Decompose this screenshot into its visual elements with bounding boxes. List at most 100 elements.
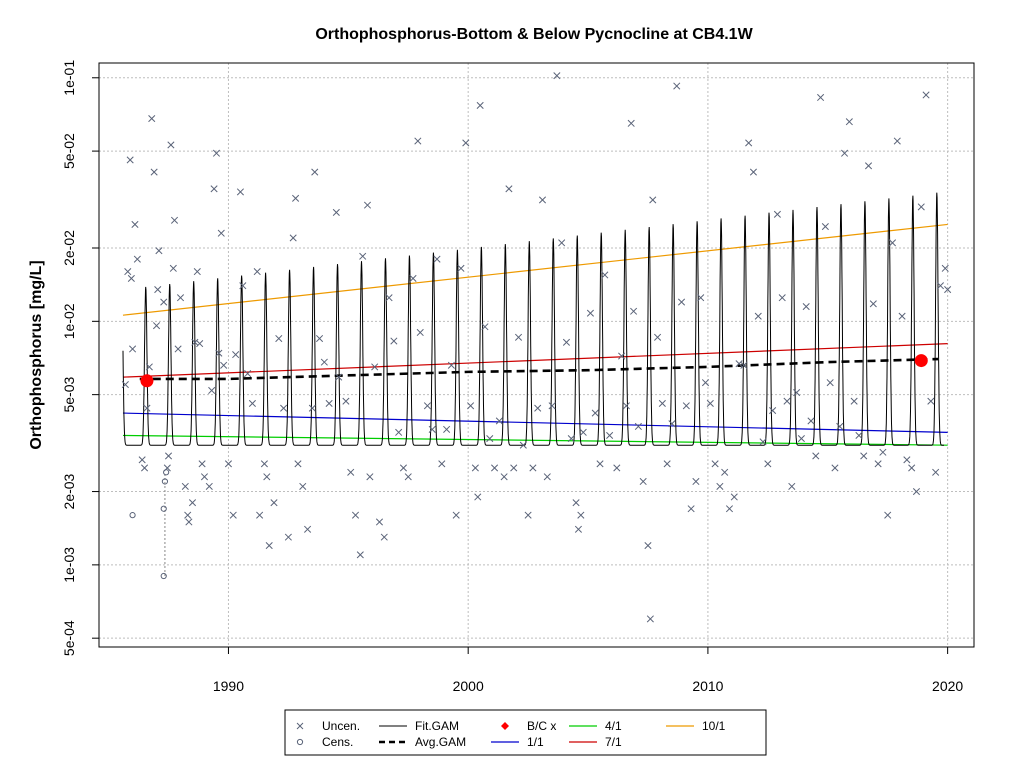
uncensored-point — [208, 386, 216, 395]
uncensored-point-stroke — [414, 137, 422, 145]
uncensored-point — [335, 373, 343, 381]
uncensored-point-stroke — [543, 473, 551, 481]
uncensored-point — [668, 420, 676, 428]
uncensored-point-stroke — [428, 425, 436, 433]
uncensored-point-stroke — [280, 404, 288, 412]
uncensored-point — [294, 460, 302, 468]
uncensored-point-stroke — [944, 286, 952, 294]
y-tick-label: 2e-03 — [61, 473, 77, 509]
uncensored-point — [140, 464, 149, 472]
legend-box — [284, 709, 767, 756]
uncensored-point-stroke — [438, 460, 446, 468]
uncensored-point-stroke — [663, 460, 671, 468]
legend-label: 1/1 — [527, 735, 544, 749]
uncensored-point-stroke — [613, 464, 621, 472]
uncensored-point — [591, 409, 599, 417]
uncensored-point — [567, 435, 575, 443]
uncensored-point — [212, 149, 221, 157]
uncensored-point — [874, 460, 882, 468]
uncensored-point-stroke — [215, 349, 223, 357]
uncensored-point — [893, 137, 901, 145]
uncensored-point — [869, 300, 877, 308]
uncensored-point — [807, 417, 815, 425]
uncensored-point-stroke — [447, 361, 455, 369]
uncensored-point-stroke — [586, 309, 594, 317]
uncensored-point — [644, 542, 652, 550]
uncensored-point-stroke — [510, 464, 518, 472]
uncensored-point — [922, 91, 930, 99]
uncensored-point — [170, 216, 179, 224]
uncensored-point-stroke — [687, 505, 695, 513]
uncensored-point — [154, 286, 162, 294]
legend-item: Fit.GAM — [379, 719, 459, 733]
uncensored-point — [658, 399, 666, 408]
uncensored-point-stroke — [229, 511, 237, 519]
uncensored-point — [133, 255, 141, 263]
uncensored-point — [380, 533, 388, 541]
uncensored-point-stroke — [903, 456, 911, 464]
uncensored-point-stroke — [129, 345, 137, 353]
uncensored-point — [284, 533, 292, 541]
uncensored-point-stroke — [673, 82, 681, 90]
uncensored-point — [121, 381, 129, 389]
uncensored-point-stroke — [351, 511, 360, 519]
censored-point — [161, 478, 169, 485]
uncensored-point-stroke — [256, 511, 264, 519]
uncensored-point-stroke — [371, 363, 379, 371]
censored-point — [163, 469, 170, 476]
uncensored-point — [495, 417, 503, 425]
uncensored-point-stroke — [457, 264, 465, 272]
uncensored-point — [414, 137, 422, 145]
uncensored-point — [169, 264, 177, 272]
uncensored-point-stroke — [538, 196, 547, 204]
uncensored-point — [375, 518, 384, 526]
uncensored-point-stroke — [375, 518, 384, 526]
uncensored-point — [586, 309, 594, 317]
uncensored-point-stroke — [908, 464, 916, 472]
uncensored-point-stroke — [574, 525, 583, 533]
uncensored-point — [174, 345, 182, 353]
uncensored-point — [457, 264, 465, 272]
uncensored-point-stroke — [821, 222, 829, 231]
uncensored-point — [606, 431, 614, 439]
uncensored-point-stroke — [601, 271, 609, 279]
uncensored-point — [236, 188, 244, 196]
legend-item: 7/1 — [569, 735, 622, 749]
uncensored-point — [754, 312, 762, 320]
uncensored-point-stroke — [315, 334, 324, 343]
uncensored-point-stroke — [567, 435, 575, 443]
uncensored-point — [447, 361, 455, 369]
uncensored-point-stroke — [778, 294, 786, 302]
uncensored-point-stroke — [548, 402, 556, 410]
uncensored-point — [215, 349, 223, 357]
uncensored-point-stroke — [917, 203, 925, 211]
uncensored-point-stroke — [579, 428, 587, 436]
uncensored-point-stroke — [356, 551, 364, 559]
uncensored-point — [524, 511, 532, 519]
uncensored-point-stroke — [817, 93, 825, 102]
uncensored-point-stroke — [706, 399, 714, 408]
uncensored-point-stroke — [188, 499, 197, 507]
uncensored-point-stroke — [646, 615, 654, 623]
uncensored-point-stroke — [639, 477, 647, 486]
uncensored-point-stroke — [490, 464, 499, 472]
uncensored-point — [256, 511, 264, 519]
uncensored-point-stroke — [220, 361, 228, 369]
uncensored-point — [562, 338, 571, 346]
uncensored-point-stroke — [500, 473, 508, 481]
uncensored-point-stroke — [294, 460, 302, 468]
uncensored-point-stroke — [325, 399, 333, 408]
uncensored-point-stroke — [553, 72, 561, 80]
uncensored-point — [864, 162, 873, 170]
uncensored-point-stroke — [124, 268, 132, 276]
uncensored-point — [759, 438, 767, 446]
uncensored-point — [462, 139, 470, 147]
uncensored-point-stroke — [308, 404, 316, 412]
uncensored-point — [210, 185, 218, 193]
uncensored-point-stroke — [196, 340, 204, 348]
uncensored-point-stroke — [131, 220, 139, 228]
uncensored-point — [879, 448, 887, 456]
uncensored-point-stroke — [869, 300, 877, 308]
legend-label: 4/1 — [605, 719, 622, 733]
uncensored-point — [898, 312, 906, 320]
